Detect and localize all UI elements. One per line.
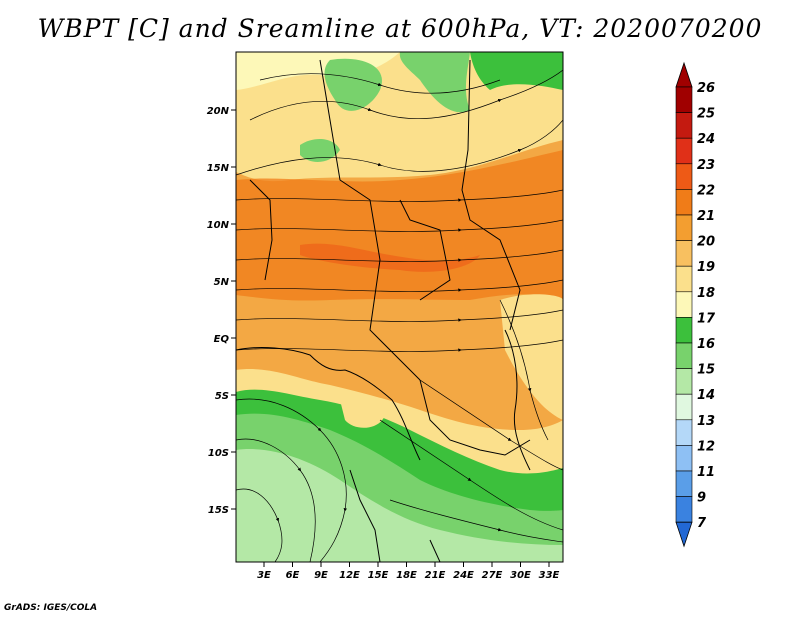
- colorbar-segment: [675, 86, 693, 113]
- colorbar-segment: [675, 496, 693, 523]
- colorbar-segment: [675, 393, 693, 421]
- colorbar-label: 20: [697, 235, 715, 250]
- lon-tick-label: 33E: [539, 570, 560, 581]
- lat-tick-label: 10S: [208, 448, 229, 459]
- colorbar-label: 21: [697, 209, 715, 224]
- colorbar-segment: [675, 291, 693, 318]
- lat-tick-label: 5N: [214, 277, 230, 288]
- colorbar-segment: [675, 342, 693, 369]
- colorbar-label: 26: [697, 81, 715, 96]
- colorbar-label: 24: [697, 132, 715, 147]
- colorbar-label: 12: [697, 439, 715, 454]
- lat-tick-label: 5S: [215, 391, 229, 402]
- lon-tick-label: 15E: [368, 570, 389, 581]
- lat-tick-label: 15S: [208, 505, 229, 516]
- colorbar-label: 16: [697, 337, 715, 352]
- colorbar-segment: [675, 470, 693, 497]
- colorbar-label: 23: [697, 158, 715, 173]
- lat-tick-label: 15N: [207, 163, 230, 174]
- lon-tick-label: 9E: [314, 570, 328, 581]
- colorbar-label: 14: [697, 388, 715, 403]
- longitude-axis: 3E 6E 9E 12E 15E 18E 21E 24E 27E 30E 33E: [257, 562, 560, 581]
- colorbar-bottom-cap: [675, 521, 693, 548]
- colorbar-label: 17: [697, 311, 716, 326]
- colorbar-label: 13: [697, 414, 715, 429]
- lat-tick-label: EQ: [214, 334, 230, 345]
- colorbar-label: 18: [697, 286, 715, 301]
- lat-tick-label: 20N: [207, 106, 230, 117]
- colorbar-segment: [675, 445, 693, 472]
- chart-title: WBPT [C] and Sreamline at 600hPa, VT: 20…: [37, 14, 763, 43]
- lon-tick-label: 12E: [339, 570, 360, 581]
- colorbar-segment: [675, 317, 693, 344]
- lon-tick-label: 18E: [396, 570, 417, 581]
- colorbar-top-cap: [675, 61, 693, 88]
- colorbar-segment: [675, 189, 693, 216]
- colorbar-segment: [675, 240, 693, 267]
- latitude-axis: 20N 15N 10N 5N EQ 5S 10S 15S: [207, 106, 236, 516]
- colorbar-segment: [675, 265, 693, 293]
- grads-credit: GrADS: IGES/COLA: [4, 603, 98, 613]
- colorbar-label: 11: [697, 465, 715, 480]
- colorbar-label: 15: [697, 363, 715, 378]
- lon-tick-label: 27E: [482, 570, 503, 581]
- colorbar-label: 9: [697, 491, 706, 506]
- lon-tick-label: 24E: [453, 570, 474, 581]
- map-frame: [235, 51, 564, 563]
- lon-tick-label: 6E: [286, 570, 300, 581]
- colorbar-label: 19: [697, 260, 715, 275]
- lat-tick-label: 10N: [207, 220, 230, 231]
- lon-tick-label: 30E: [510, 570, 531, 581]
- colorbar-segment: [675, 137, 693, 165]
- colorbar-segment: [675, 214, 693, 241]
- colorbar-segment: [675, 163, 693, 190]
- lon-tick-label: 21E: [425, 570, 446, 581]
- lon-tick-label: 3E: [257, 570, 271, 581]
- colorbar-label: 7: [697, 516, 707, 531]
- streamlines: [236, 69, 563, 562]
- wbpt-field: [236, 52, 563, 562]
- colorbar: 26 25 24 23 22 21 20 19 18 17 16 15 14 13 12 11 9 7: [675, 61, 716, 548]
- colorbar-segment: [675, 112, 693, 139]
- colorbar-label: 25: [697, 107, 715, 122]
- colorbar-label: 22: [697, 183, 715, 198]
- colorbar-segment: [675, 419, 693, 446]
- colorbar-segment: [675, 368, 693, 395]
- country-borders: [236, 59, 531, 562]
